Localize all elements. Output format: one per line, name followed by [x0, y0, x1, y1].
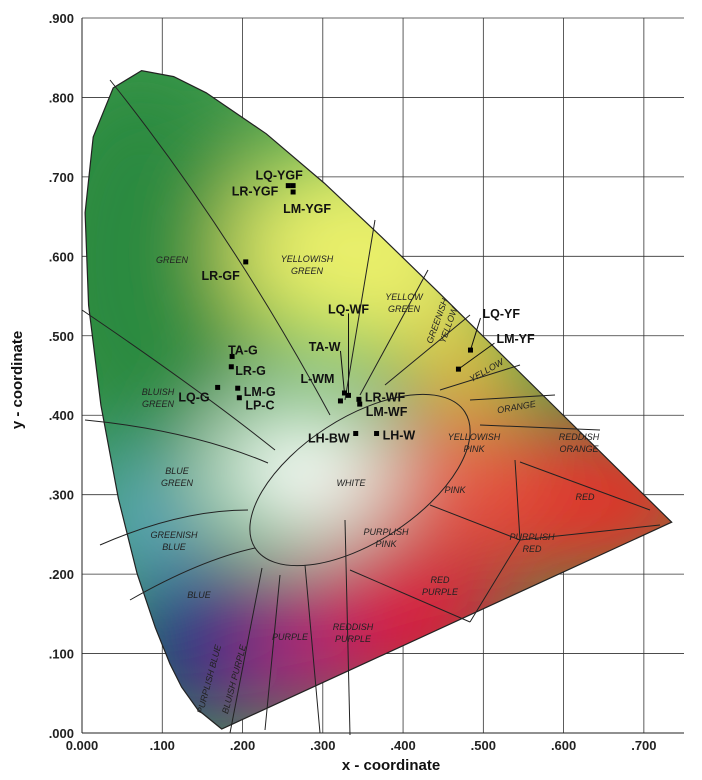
region-label: BLUE	[162, 542, 187, 552]
point-label: LQ-WF	[328, 302, 369, 316]
region-label: GREEN	[161, 478, 194, 488]
point-label: L-WM	[300, 372, 334, 386]
point-label: LM-YGF	[283, 202, 331, 216]
point-label: LR-YGF	[232, 185, 279, 199]
region-label: REDDISH	[559, 432, 600, 442]
color-field	[85, 70, 672, 730]
region-label: YELLOWISH	[281, 254, 334, 264]
region-label: GREEN	[291, 266, 324, 276]
point-label: LH-BW	[308, 431, 350, 445]
point-label: TA-G	[228, 343, 258, 357]
point-label: LQ-G	[178, 390, 209, 404]
x-tick-label: .700	[631, 738, 656, 753]
y-tick-label: .300	[49, 488, 74, 503]
point-label: LR-GF	[202, 269, 241, 283]
region-label: PURPLE	[272, 632, 309, 642]
x-tick-label: .400	[390, 738, 415, 753]
x-tick-label: .300	[310, 738, 335, 753]
x-tick-label: 0.000	[66, 738, 99, 753]
region-label: BLUE	[187, 590, 212, 600]
spectral-locus	[84, 69, 673, 730]
region-label: PURPLISH	[509, 532, 555, 542]
x-tick-label: .100	[150, 738, 175, 753]
region-label: GREENISH	[150, 530, 198, 540]
point	[228, 364, 234, 370]
region-label: GREEN	[156, 255, 189, 265]
region-label: BLUE	[165, 466, 190, 476]
point-label: LM-WF	[366, 405, 408, 419]
y-tick-label: .400	[49, 408, 74, 423]
point-label: LR-G	[235, 364, 266, 378]
point-label: LQ-YF	[482, 307, 520, 321]
y-tick-label: .800	[49, 90, 74, 105]
point	[290, 183, 296, 189]
region-label: PINK	[463, 444, 485, 454]
point	[345, 392, 351, 398]
region-label: RED	[522, 544, 542, 554]
point	[290, 189, 296, 195]
leader-line	[339, 350, 345, 394]
x-axis-title: x - coordinate	[342, 757, 440, 774]
point-label: LM-YF	[496, 332, 535, 346]
region-label: REDDISH	[333, 622, 374, 632]
point	[374, 430, 380, 436]
y-tick-label: .700	[49, 170, 74, 185]
region-label: YELLOWISH	[448, 432, 501, 442]
point-label: LM-G	[244, 385, 276, 399]
point	[215, 384, 221, 390]
point	[285, 183, 291, 189]
point	[341, 390, 347, 396]
point	[356, 396, 362, 402]
point	[467, 347, 473, 353]
y-tick-label: .100	[49, 647, 74, 662]
region-label: PURPLE	[335, 634, 372, 644]
region-label: WHITE	[337, 478, 367, 488]
region-label: GREEN	[388, 304, 421, 314]
region-label: RED	[430, 575, 450, 585]
point	[357, 401, 363, 407]
region-label: PURPLISH	[363, 527, 409, 537]
x-tick-label: .500	[471, 738, 496, 753]
region-label: PURPLE	[422, 587, 459, 597]
region-label: BLUISH	[142, 387, 175, 397]
point	[243, 259, 249, 265]
x-tick-label: .200	[230, 738, 255, 753]
y-tick-label: .500	[49, 329, 74, 344]
point	[236, 395, 242, 401]
point-label: LH-W	[383, 428, 416, 442]
point-label: TA-W	[309, 340, 341, 354]
region-boundaries	[81, 79, 661, 736]
y-tick-label: .200	[49, 567, 74, 582]
region-label: PINK	[375, 539, 397, 549]
region-label: YELLOW	[385, 292, 424, 302]
x-tick-label: .600	[551, 738, 576, 753]
leader-line	[458, 342, 495, 370]
region-label: RED	[575, 492, 595, 502]
region-label: PINK	[444, 485, 466, 495]
y-tick-label: .600	[49, 249, 74, 264]
leader-line	[470, 317, 481, 351]
point	[353, 430, 359, 436]
region-label: GREEN	[142, 399, 175, 409]
point	[235, 385, 241, 391]
point-label: LQ-YGF	[255, 169, 303, 183]
point	[455, 366, 461, 372]
y-tick-label: .000	[49, 726, 74, 741]
point-label: LP-C	[245, 399, 274, 413]
y-axis-title: y - coordinate	[9, 331, 26, 429]
region-label: ORANGE	[559, 444, 599, 454]
point-label: LR-WF	[365, 390, 406, 404]
point	[337, 398, 343, 404]
point	[229, 353, 235, 359]
y-tick-label: .900	[49, 11, 74, 26]
